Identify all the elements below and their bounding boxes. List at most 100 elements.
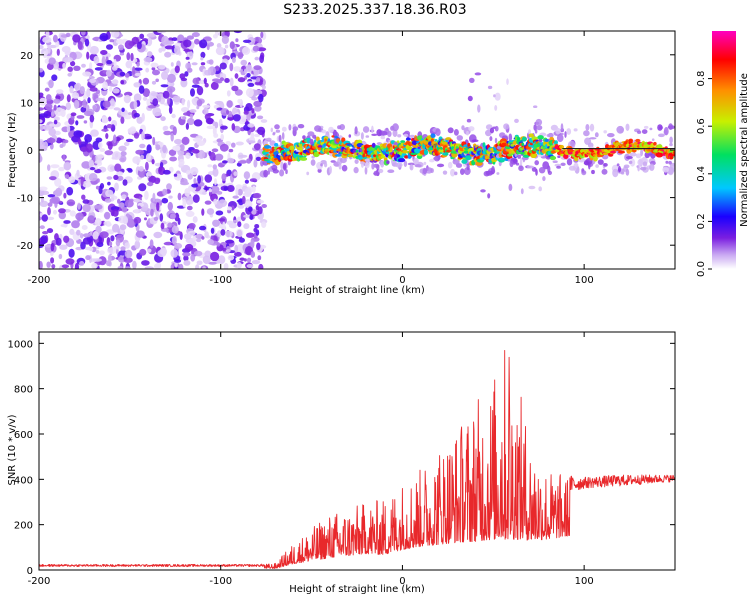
noise-blob (120, 246, 126, 251)
halo-blob (453, 129, 459, 136)
colorbar: 0.0 0.2 0.4 0.6 0.8 Normalized spectral ampl… (696, 31, 750, 277)
noise-blob (133, 100, 138, 109)
noise-blob (98, 142, 103, 149)
noise-blob (137, 205, 141, 209)
halo-blob (669, 136, 673, 144)
noise-blob (222, 221, 226, 230)
noise-blob (170, 62, 174, 67)
halo-blob (649, 163, 655, 171)
halo-blob (460, 168, 465, 175)
noise-blob (150, 201, 157, 211)
noise-blob (231, 142, 236, 148)
noise-blob (213, 178, 218, 186)
noise-blob (60, 108, 66, 118)
noise-blob (185, 210, 195, 217)
halo-blob (456, 135, 463, 141)
noise-blob (109, 86, 113, 92)
noise-blob (213, 133, 219, 138)
noise-blob (84, 38, 90, 47)
halo-blob (667, 125, 675, 130)
noise-blob (122, 216, 129, 225)
halo-blob (360, 132, 364, 140)
noise-blob (226, 90, 231, 97)
spectrogram-ytick-label: -10 (17, 194, 33, 205)
noise-blob (207, 67, 211, 76)
signal-blob (286, 151, 291, 155)
halo-blob (485, 129, 492, 137)
halo-blob (533, 124, 537, 131)
noise-blob (66, 199, 76, 207)
noise-blob (42, 36, 52, 44)
halo-blob (339, 157, 347, 164)
halo-blob (466, 130, 469, 136)
signal-blob (434, 139, 438, 142)
noise-blob (118, 44, 124, 51)
noise-blob (244, 179, 249, 184)
noise-blob (247, 206, 253, 212)
noise-blob (260, 31, 264, 39)
noise-blob (82, 233, 92, 238)
halo-blob (641, 129, 648, 135)
noise-blob (233, 171, 238, 177)
noise-blob (65, 102, 72, 111)
noise-blob (231, 123, 236, 131)
noise-blob (152, 98, 159, 107)
noise-blob (150, 208, 154, 217)
noise-blob (236, 229, 243, 237)
spectrogram-ylabel: Frequency (Hz) (7, 112, 18, 188)
noise-blob (134, 240, 141, 250)
halo-blob (534, 129, 538, 134)
halo-blob (626, 156, 633, 160)
signal-blob (396, 140, 400, 144)
noise-blob (125, 60, 133, 69)
halo-blob (311, 155, 315, 159)
signal-blob (397, 158, 406, 163)
noise-blob (212, 164, 217, 170)
noise-blob (161, 71, 169, 80)
noise-blob (235, 38, 239, 43)
halo-blob (466, 118, 472, 123)
halo-blob (506, 78, 509, 85)
halo-blob (466, 163, 470, 171)
signal-blob (610, 150, 616, 154)
halo-blob (281, 126, 287, 132)
noise-blob (102, 81, 108, 91)
noise-blob (84, 134, 92, 143)
noise-blob (133, 93, 142, 102)
spectrogram-xtick-label: -200 (28, 275, 51, 286)
noise-blob (80, 106, 87, 113)
noise-blob (174, 45, 181, 55)
noise-blob (169, 82, 175, 87)
noise-blob (189, 109, 197, 113)
halo-blob (395, 162, 403, 168)
noise-blob (233, 219, 238, 223)
noise-blob (237, 188, 243, 196)
signal-blob (465, 155, 472, 161)
halo-blob (270, 165, 277, 169)
noise-blob (256, 199, 265, 204)
halo-blob (436, 163, 445, 168)
noise-blob (191, 183, 199, 188)
noise-blob (183, 112, 191, 116)
halo-blob (546, 133, 554, 138)
halo-blob (310, 159, 316, 166)
halo-blob (629, 152, 637, 157)
halo-blob (494, 105, 498, 111)
noise-blob (95, 250, 100, 254)
noise-blob (238, 154, 248, 158)
halo-blob (651, 138, 655, 141)
halo-blob (282, 163, 287, 171)
signal-blob (405, 137, 411, 141)
halo-blob (508, 133, 513, 142)
noise-blob (107, 141, 113, 150)
noise-blob (178, 263, 184, 269)
halo-blob (616, 125, 624, 134)
colorbar-label: Normalized spectral amplitude (739, 73, 750, 227)
noise-blob (184, 243, 194, 252)
noise-blob (257, 255, 262, 261)
noise-blob (77, 41, 83, 50)
noise-blob (251, 208, 257, 215)
noise-blob (117, 198, 121, 204)
noise-blob (162, 90, 170, 99)
colorbar-ticks: 0.0 0.2 0.4 0.6 0.8 (696, 71, 712, 277)
